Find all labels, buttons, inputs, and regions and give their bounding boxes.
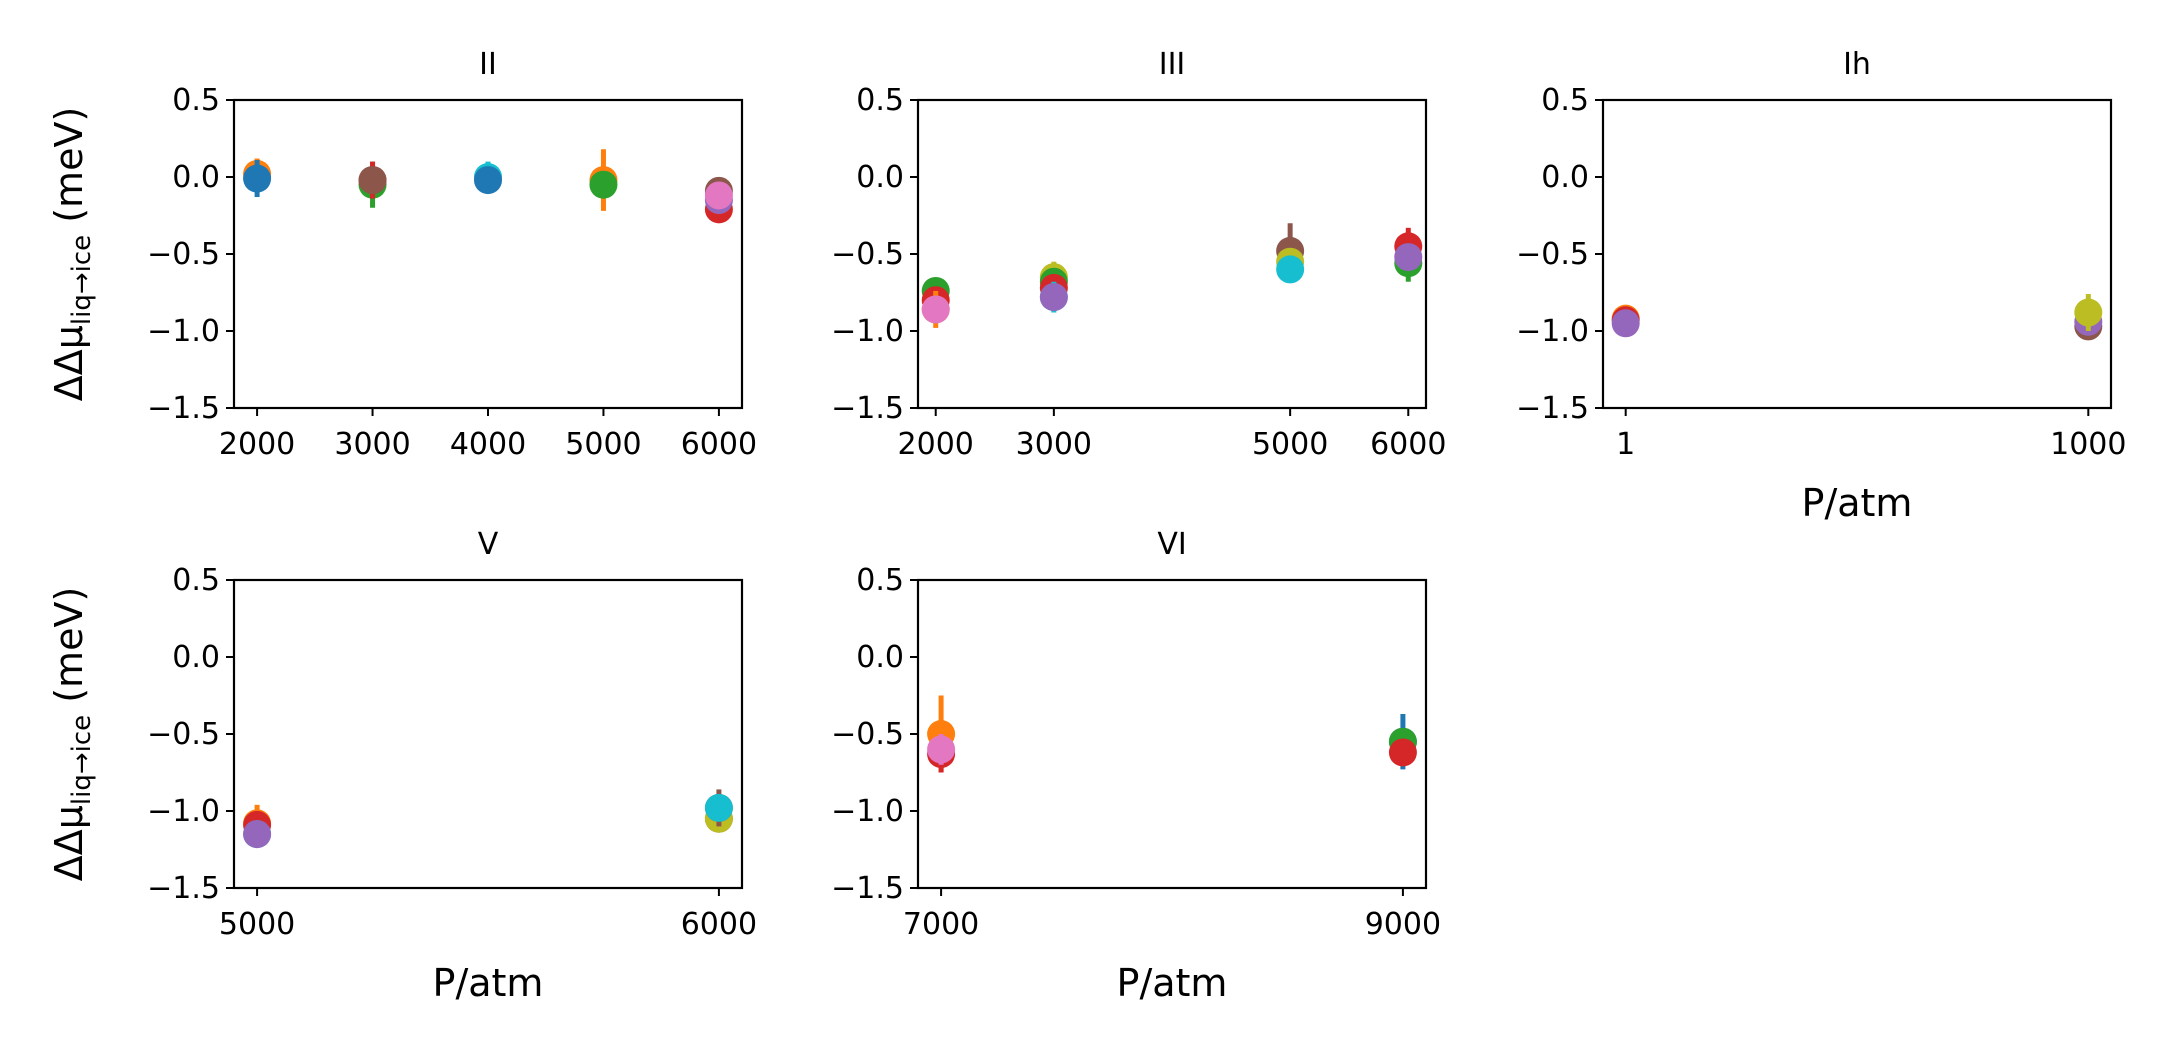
x-tick-label: 2000 [219,427,295,462]
y-tick-label: −1.5 [831,391,904,426]
y-tick-label: −1.5 [831,871,904,906]
y-tick-label: 0.0 [1541,160,1589,195]
panel-title: Ih [1843,47,1871,82]
x-tick-label: 2000 [898,427,974,462]
y-tick-label: 0.5 [856,563,904,598]
y-tick-label: 0.0 [856,160,904,195]
y-tick-label: −0.5 [1516,237,1589,272]
x-tick-label: 5000 [565,427,641,462]
panel-title: V [478,527,499,562]
y-tick-label: 0.0 [172,160,220,195]
y-tick-label: −0.5 [831,717,904,752]
data-point [704,181,733,210]
panel-title: VI [1157,527,1186,562]
x-tick-label: 3000 [1016,427,1092,462]
panel-title: III [1159,47,1186,82]
x-tick-label: 3000 [334,427,410,462]
data-point [1039,283,1068,312]
y-tick-label: −1.5 [147,871,220,906]
y-axis-label: ΔΔμliq→ice (meV) [47,587,97,882]
x-tick-label: 9000 [1365,907,1441,942]
y-tick-label: −0.5 [831,237,904,272]
data-point [243,164,272,193]
y-tick-label: 0.0 [172,640,220,675]
y-tick-label: −1.0 [147,794,220,829]
x-tick-label: 4000 [450,427,526,462]
data-point [243,820,272,849]
data-point [474,166,502,195]
y-tick-label: −1.0 [831,314,904,349]
subplot-panel-3: Ih 0.5 0.0 −0.5 −1.0 −1.5 1 1000 P/atm [1516,47,2126,525]
y-tick-label: −1.0 [147,314,220,349]
x-tick-label: 6000 [681,427,757,462]
axes-frame [1601,98,2113,410]
y-tick-label: 0.5 [856,83,904,118]
x-tick-label: 5000 [1252,427,1328,462]
data-point [927,735,956,764]
y-tick-label: −1.5 [147,391,220,426]
data-point [1611,309,1640,338]
axes-frame [232,98,744,410]
y-tick-label: 0.0 [856,640,904,675]
y-tick-label: −1.5 [1516,391,1589,426]
y-tick-label: 0.5 [1541,83,1589,118]
x-tick-label: 1 [1616,427,1635,462]
y-tick-label: 0.5 [172,563,220,598]
data-point [1276,255,1305,284]
y-tick-label: −0.5 [147,717,220,752]
x-tick-label: 6000 [681,907,757,942]
axes-frame [916,98,1428,410]
axes-frame [232,578,744,890]
x-axis-label: P/atm [433,961,544,1005]
data-point [2074,298,2103,327]
y-tick-label: −0.5 [147,237,220,272]
x-axis-label: P/atm [1117,961,1228,1005]
data-point [704,793,733,822]
panel-title: II [479,47,497,82]
x-tick-label: 7000 [903,907,979,942]
x-tick-label: 1000 [2050,427,2126,462]
x-axis-label: P/atm [1802,481,1913,525]
y-tick-label: −1.0 [831,794,904,829]
y-tick-label: 0.5 [172,83,220,118]
axes-frame [916,578,1428,890]
data-point [1394,243,1423,272]
y-tick-label: −1.0 [1516,314,1589,349]
data-point [1388,738,1417,767]
x-tick-label: 6000 [1370,427,1446,462]
data-point [589,170,618,199]
data-point [921,295,950,324]
x-tick-label: 5000 [219,907,295,942]
y-axis-label: ΔΔμliq→ice (meV) [47,107,97,402]
data-point [358,166,387,195]
